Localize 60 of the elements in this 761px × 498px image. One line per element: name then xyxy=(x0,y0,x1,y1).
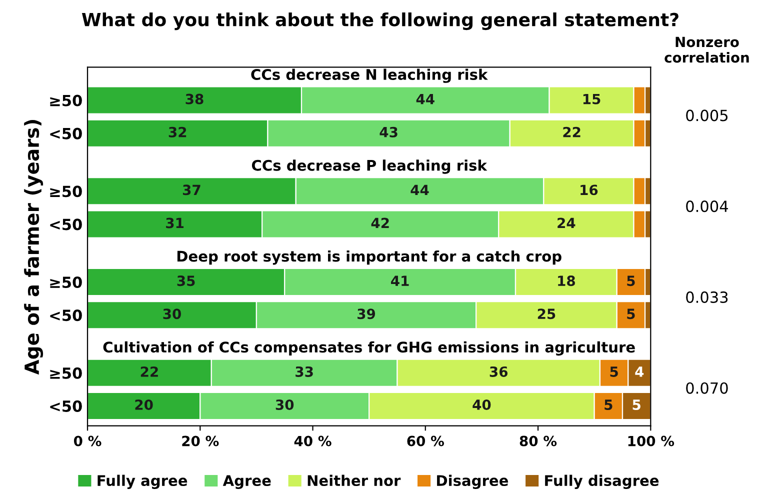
text: 0.070 xyxy=(686,382,728,394)
y-tick-label: ≥50 xyxy=(50,276,82,288)
data-label: 30 xyxy=(163,308,181,320)
data-label: 15 xyxy=(583,94,600,104)
text: Nonzero correlation xyxy=(664,36,749,63)
data-label: 31 xyxy=(166,218,184,228)
x-tick-label: 40 % xyxy=(294,436,332,446)
data-label: 22 xyxy=(140,366,158,377)
data-label: 41 xyxy=(391,276,409,286)
y-tick-label: ≥50 xyxy=(50,94,82,106)
annotation: Cultivation of CCs compensates for GHG emissions in agriculture xyxy=(103,341,635,356)
data-label: 30 xyxy=(276,399,294,410)
legend-label: Agree xyxy=(222,475,271,489)
text: 0.004 xyxy=(686,200,728,212)
data-label: 25 xyxy=(538,308,556,320)
data-label: 43 xyxy=(380,126,398,138)
data-label: 44 xyxy=(416,94,434,104)
data-label: 5 xyxy=(632,400,640,410)
x-tick-label: 20 % xyxy=(182,436,219,446)
data-label: 18 xyxy=(558,276,575,286)
legend-label: Neither nor xyxy=(308,474,401,486)
x-tick-label: 60 % xyxy=(407,436,444,446)
data-label: 39 xyxy=(358,308,376,320)
data-label: 32 xyxy=(168,126,186,138)
data-label: 20 xyxy=(135,399,153,410)
y-tick-label: <50 xyxy=(50,128,82,140)
data-label: 5 xyxy=(604,400,612,410)
y-tick-label: ≥50 xyxy=(50,186,82,198)
annotation: CCs decrease P leaching risk xyxy=(252,160,488,174)
legend-label: Fully agree xyxy=(98,474,188,489)
data-label: 44 xyxy=(410,184,429,195)
data-label: 4 xyxy=(635,366,644,377)
data-label: 38 xyxy=(186,94,204,104)
data-label: 24 xyxy=(558,218,576,228)
text: 0.005 xyxy=(686,110,728,122)
text: 0.033 xyxy=(686,291,728,303)
y-axis-title: Age of a farmer (years) xyxy=(24,120,44,375)
data-label: 37 xyxy=(182,184,200,196)
annotation: CCs decrease N leaching risk xyxy=(251,68,488,83)
legend-label: Fully disagree xyxy=(545,474,659,489)
legend-label: Disagree xyxy=(437,474,508,489)
y-tick-label: <50 xyxy=(50,400,82,412)
x-tick-label: 100 % xyxy=(628,436,674,446)
y-tick-label: <50 xyxy=(50,218,82,230)
x-tick-label: 0 % xyxy=(74,436,102,446)
data-label: 36 xyxy=(490,366,508,377)
chart-title: What do you think about the following general statement? xyxy=(82,12,678,30)
x-tick-label: 80 % xyxy=(520,436,557,446)
data-label: 5 xyxy=(610,366,618,377)
y-tick-label: ≥50 xyxy=(50,367,82,379)
annotation: Deep root system is important for a catch crop xyxy=(177,250,562,265)
data-label: 16 xyxy=(580,184,598,196)
data-label: 5 xyxy=(627,276,635,286)
data-label: 42 xyxy=(371,218,389,228)
data-label: 40 xyxy=(472,399,491,410)
data-label: 35 xyxy=(177,276,195,286)
data-label: 33 xyxy=(296,366,313,377)
data-label: 5 xyxy=(627,308,635,320)
data-label: 22 xyxy=(563,126,580,138)
y-tick-label: <50 xyxy=(50,310,82,322)
